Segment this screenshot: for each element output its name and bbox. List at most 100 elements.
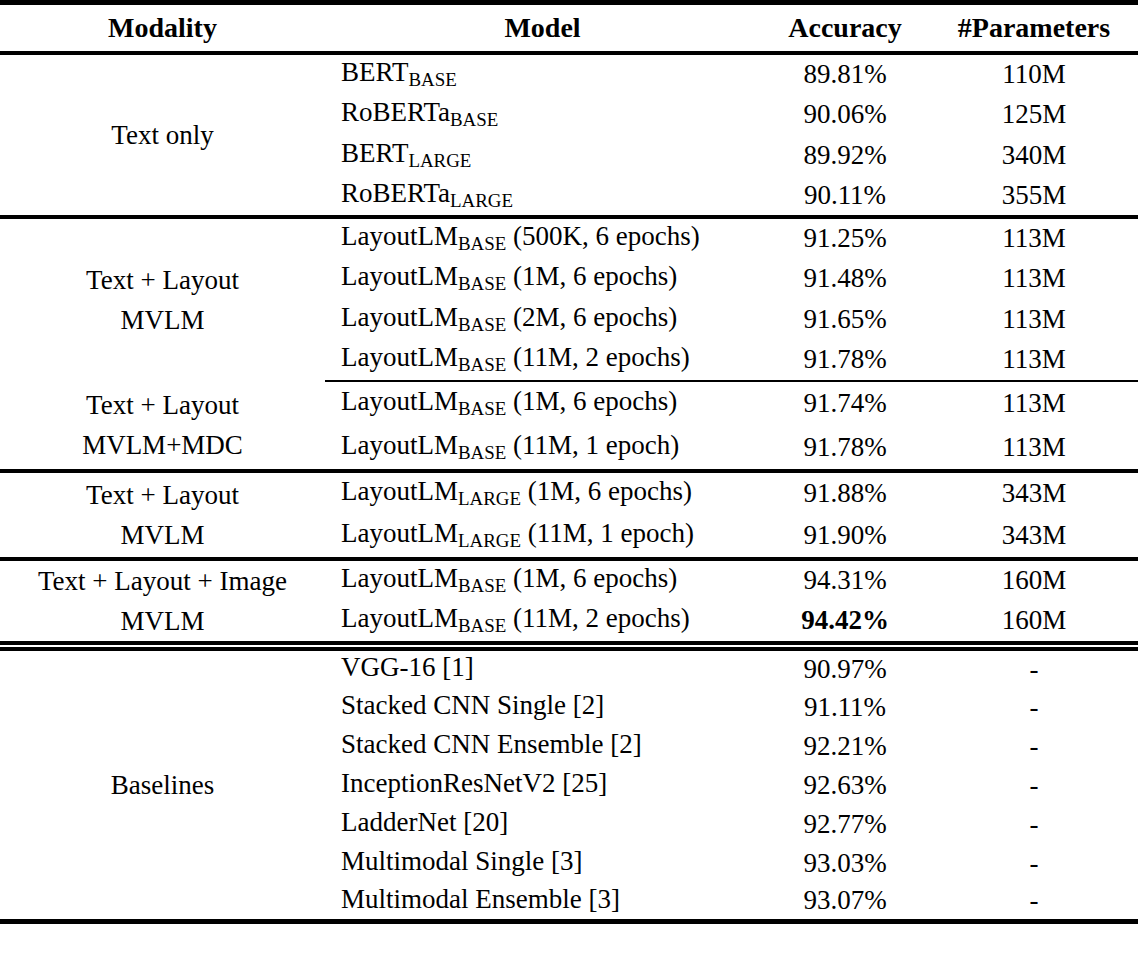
section-text-layout-mvlm: Text + Layout MVLM LayoutLMBASE (500K, 6…: [0, 217, 1138, 381]
section-text-layout-mvlm-mdc: Text + Layout MVLM+MDC LayoutLMBASE (1M,…: [0, 381, 1138, 471]
modality-line: Text + Layout + Image: [0, 561, 325, 601]
header-parameters: #Parameters: [930, 3, 1138, 53]
header-model: Model: [325, 3, 760, 53]
model-subscript: BASE: [450, 109, 498, 130]
model-cell: LayoutLMBASE (11M, 1 epoch): [325, 426, 760, 471]
modality-line: MVLM: [0, 300, 325, 340]
accuracy-cell: 89.81%: [760, 53, 930, 94]
model-subscript: BASE: [408, 69, 456, 90]
model-name: LayoutLM: [341, 342, 458, 372]
accuracy-cell: 91.78%: [760, 426, 930, 471]
table-row: Text + Layout MVLM LayoutLMBASE (500K, 6…: [0, 217, 1138, 258]
model-name: BERT: [341, 57, 408, 87]
accuracy-cell: 91.90%: [760, 515, 930, 559]
model-name: Multimodal Single [3]: [341, 846, 582, 876]
header-accuracy: Accuracy: [760, 3, 930, 53]
accuracy-cell: 91.88%: [760, 471, 930, 515]
model-cell: LayoutLMBASE (1M, 6 epochs): [325, 258, 760, 299]
parameters-cell: -: [930, 883, 1138, 922]
accuracy-cell: 92.77%: [760, 805, 930, 844]
model-name: LayoutLM: [341, 518, 458, 548]
model-name: LayoutLM: [341, 386, 458, 416]
model-cell: InceptionResNetV2 [25]: [325, 766, 760, 805]
model-cell: RoBERTaBASE: [325, 94, 760, 135]
model-cell: LayoutLMLARGE (1M, 6 epochs): [325, 471, 760, 515]
parameters-cell: -: [930, 688, 1138, 727]
parameters-cell: 343M: [930, 515, 1138, 559]
modality-line: MVLM: [0, 601, 325, 641]
accuracy-cell: 91.78%: [760, 340, 930, 381]
model-cell: VGG-16 [1]: [325, 649, 760, 688]
accuracy-cell: 94.42%: [760, 601, 930, 643]
table-row: Text only BERTBASE 89.81% 110M: [0, 53, 1138, 94]
modality-cell: Text + Layout MVLM: [0, 217, 325, 381]
accuracy-cell: 92.63%: [760, 766, 930, 805]
model-name: LadderNet [20]: [341, 807, 508, 837]
accuracy-cell: 93.03%: [760, 844, 930, 883]
accuracy-cell: 90.11%: [760, 176, 930, 217]
parameters-cell: 113M: [930, 426, 1138, 471]
table-header: Modality Model Accuracy #Parameters: [0, 3, 1138, 53]
model-name: Multimodal Ensemble [3]: [341, 884, 620, 914]
parameters-cell: 355M: [930, 176, 1138, 217]
parameters-cell: 113M: [930, 258, 1138, 299]
model-subscript: LARGE: [408, 150, 471, 171]
accuracy-cell: 91.65%: [760, 299, 930, 340]
table-row: Baselines VGG-16 [1] 90.97% -: [0, 649, 1138, 688]
model-cell: Multimodal Ensemble [3]: [325, 883, 760, 922]
model-cell: Multimodal Single [3]: [325, 844, 760, 883]
model-suffix: (11M, 2 epochs): [506, 342, 689, 372]
model-subscript: LARGE: [458, 531, 521, 552]
parameters-cell: -: [930, 844, 1138, 883]
model-cell: LayoutLMBASE (1M, 6 epochs): [325, 559, 760, 601]
model-name: LayoutLM: [341, 563, 458, 593]
modality-line: MVLM: [0, 515, 325, 555]
model-name: LayoutLM: [341, 302, 458, 332]
parameters-cell: -: [930, 766, 1138, 805]
model-cell: BERTLARGE: [325, 135, 760, 176]
model-name: RoBERTa: [341, 178, 450, 208]
accuracy-cell: 91.25%: [760, 217, 930, 258]
modality-cell: Text only: [0, 53, 325, 217]
model-suffix: (500K, 6 epochs): [506, 221, 699, 251]
parameters-cell: 113M: [930, 340, 1138, 381]
header-row: Modality Model Accuracy #Parameters: [0, 3, 1138, 53]
model-subscript: BASE: [458, 576, 506, 597]
parameters-cell: -: [930, 727, 1138, 766]
accuracy-cell: 93.07%: [760, 883, 930, 922]
accuracy-cell: 92.21%: [760, 727, 930, 766]
modality-line: MVLM+MDC: [0, 425, 325, 465]
model-suffix: (11M, 1 epoch): [521, 518, 694, 548]
model-suffix: (1M, 6 epochs): [506, 386, 677, 416]
parameters-cell: 110M: [930, 53, 1138, 94]
model-subscript: BASE: [458, 314, 506, 335]
model-name: Stacked CNN Ensemble [2]: [341, 729, 642, 759]
parameters-cell: 340M: [930, 135, 1138, 176]
model-subscript: BASE: [458, 399, 506, 420]
accuracy-cell: 91.48%: [760, 258, 930, 299]
model-cell: LayoutLMBASE (11M, 2 epochs): [325, 340, 760, 381]
parameters-cell: -: [930, 805, 1138, 844]
model-name: LayoutLM: [341, 261, 458, 291]
model-name: BERT: [341, 138, 408, 168]
model-name: Stacked CNN Single [2]: [341, 690, 604, 720]
accuracy-cell: 94.31%: [760, 559, 930, 601]
modality-cell: Text + Layout MVLM+MDC: [0, 381, 325, 471]
modality-line: Text + Layout: [0, 475, 325, 515]
model-subscript: BASE: [458, 442, 506, 463]
modality-line: Text + Layout: [0, 260, 325, 300]
model-cell: LayoutLMBASE (2M, 6 epochs): [325, 299, 760, 340]
modality-cell: Text + Layout MVLM: [0, 471, 325, 559]
model-cell: BERTBASE: [325, 53, 760, 94]
accuracy-cell: 91.11%: [760, 688, 930, 727]
table-row: Text + Layout + Image MVLM LayoutLMBASE …: [0, 559, 1138, 601]
model-cell: LadderNet [20]: [325, 805, 760, 844]
model-suffix: (1M, 6 epochs): [506, 563, 677, 593]
parameters-cell: 125M: [930, 94, 1138, 135]
parameters-cell: -: [930, 649, 1138, 688]
accuracy-cell: 90.06%: [760, 94, 930, 135]
accuracy-cell: 89.92%: [760, 135, 930, 176]
model-subscript: BASE: [458, 616, 506, 637]
modality-line: Baselines: [0, 765, 325, 805]
model-name: VGG-16 [1]: [341, 652, 474, 682]
